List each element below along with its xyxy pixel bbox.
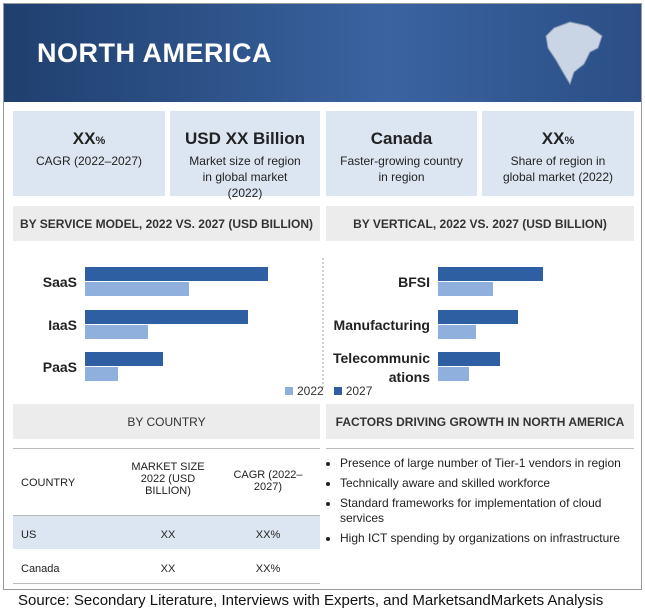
factor: High ICT spending by organizations on in… — [340, 531, 634, 546]
factors-box: Presence of large number of Tier-1 vendo… — [326, 448, 634, 584]
header-band — [4, 4, 641, 102]
category-label: SaaS — [42, 274, 77, 290]
factor: Technically aware and skilled workforce — [340, 476, 634, 491]
section-title: BY SERVICE MODEL, 2022 VS. 2027 (USD BIL… — [13, 206, 320, 241]
cell: XX — [160, 563, 176, 575]
section-title: BY COUNTRY — [13, 404, 320, 439]
cell: XX — [160, 529, 176, 541]
col-header: MARKET SIZE 2022 (USD BILLION) — [131, 461, 205, 497]
category-label: IaaS — [48, 317, 77, 333]
category-label: PaaS — [42, 359, 77, 375]
bar — [438, 310, 518, 324]
cell: XX% — [255, 529, 281, 541]
section-title: BY VERTICAL, 2022 VS. 2027 (USD BILLION) — [326, 206, 634, 241]
bar — [85, 352, 163, 366]
country-table: COUNTRY MARKET SIZE 2022 (USD BILLION) C… — [13, 448, 320, 584]
cell: US — [21, 529, 37, 541]
stat-label: Share of region in global market (2022) — [502, 154, 614, 184]
category-label: Telecommunications — [333, 350, 430, 385]
stat-unit: % — [564, 135, 575, 147]
bar — [85, 267, 268, 281]
stat-label: Market size of region in global market (… — [189, 154, 301, 200]
factor: Presence of large number of Tier-1 vendo… — [340, 456, 634, 471]
bar — [85, 325, 148, 339]
stat-value: Canada — [370, 129, 433, 148]
factor: Standard frameworks for implementation o… — [340, 496, 634, 526]
source-note: Source: Secondary Literature, Interviews… — [18, 592, 604, 609]
row-band — [13, 515, 320, 549]
section-title: FACTORS DRIVING GROWTH IN NORTH AMERICA — [326, 404, 634, 439]
bar — [438, 367, 469, 381]
col-header: CAGR (2022–2027) — [233, 469, 303, 493]
charts — [85, 258, 543, 390]
header-title: NORTH AMERICA — [37, 38, 272, 68]
cell: Canada — [21, 563, 60, 575]
bar — [85, 367, 118, 381]
bar — [438, 325, 476, 339]
legend-label: 2022 — [297, 384, 324, 398]
legend-swatch — [333, 387, 342, 395]
bar — [85, 310, 248, 324]
stat-label: CAGR (2022–2027) — [35, 154, 143, 168]
legend-swatch — [285, 387, 293, 395]
stat-label: Faster-growing country in region — [340, 154, 463, 184]
legend: 2022 2027 — [285, 384, 372, 398]
bar — [438, 352, 500, 366]
stat-box: XX% CAGR (2022–2027) — [13, 111, 165, 196]
stat-box: XX% Share of region in global market (202… — [482, 111, 634, 196]
factor-list: Presence of large number of Tier-1 vendo… — [326, 456, 634, 546]
bar — [438, 282, 493, 296]
legend-label: 2027 — [345, 384, 373, 398]
map-icon — [545, 21, 603, 86]
bar — [85, 282, 189, 296]
category-label: Manufacturing — [333, 317, 430, 333]
stat-unit: % — [95, 135, 106, 147]
stat-box: Canada Faster-growing country in region — [326, 111, 477, 196]
frame — [3, 3, 642, 590]
stat-value: XX — [541, 129, 565, 148]
category-label: BFSI — [398, 274, 430, 290]
col-header: COUNTRY — [21, 477, 76, 489]
bar — [438, 267, 543, 281]
stat-value: XX — [72, 129, 96, 148]
cell: XX% — [255, 563, 281, 575]
stat-box: USD XX Billion Market size of region in g… — [170, 111, 320, 200]
stat-value: USD XX Billion — [185, 129, 305, 148]
